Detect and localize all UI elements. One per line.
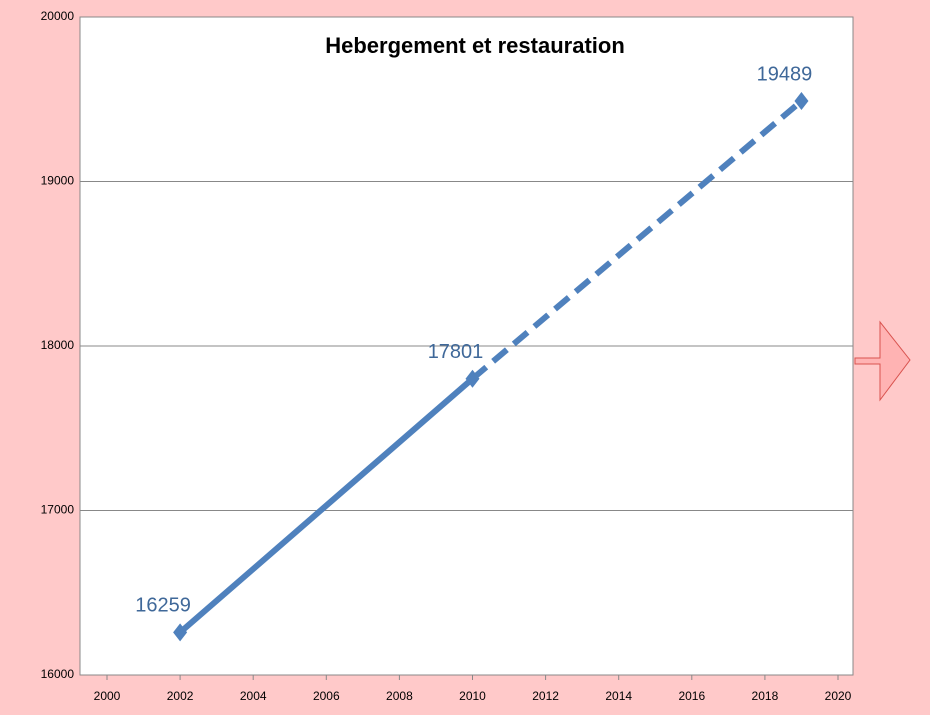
chart-title: Hebergement et restauration <box>325 33 625 58</box>
y-tick-label: 18000 <box>41 338 75 352</box>
line-segment <box>470 98 804 382</box>
x-tick-label: 2010 <box>459 689 486 703</box>
x-tick-label: 2002 <box>167 689 194 703</box>
x-tick-label: 2004 <box>240 689 267 703</box>
data-label: 17801 <box>428 341 484 363</box>
y-tick-label: 17000 <box>41 503 75 517</box>
x-tick-label: 2012 <box>532 689 559 703</box>
y-tick-label: 19000 <box>41 174 75 188</box>
x-tick-label: 2016 <box>678 689 705 703</box>
data-label: 19489 <box>757 63 813 85</box>
y-tick-label: 16000 <box>41 667 75 681</box>
x-tick-label: 2020 <box>825 689 852 703</box>
x-tick-label: 2000 <box>94 689 121 703</box>
y-tick-label: 20000 <box>41 9 75 23</box>
x-tick-label: 2008 <box>386 689 413 703</box>
marker <box>173 623 188 642</box>
data-label: 16259 <box>135 595 191 617</box>
x-tick-label: 2014 <box>605 689 632 703</box>
marker <box>794 92 809 111</box>
x-tick-label: 2006 <box>313 689 340 703</box>
arrow-icon <box>854 320 911 402</box>
marker <box>465 369 480 388</box>
line-segment <box>178 376 475 635</box>
x-tick-label: 2018 <box>752 689 779 703</box>
